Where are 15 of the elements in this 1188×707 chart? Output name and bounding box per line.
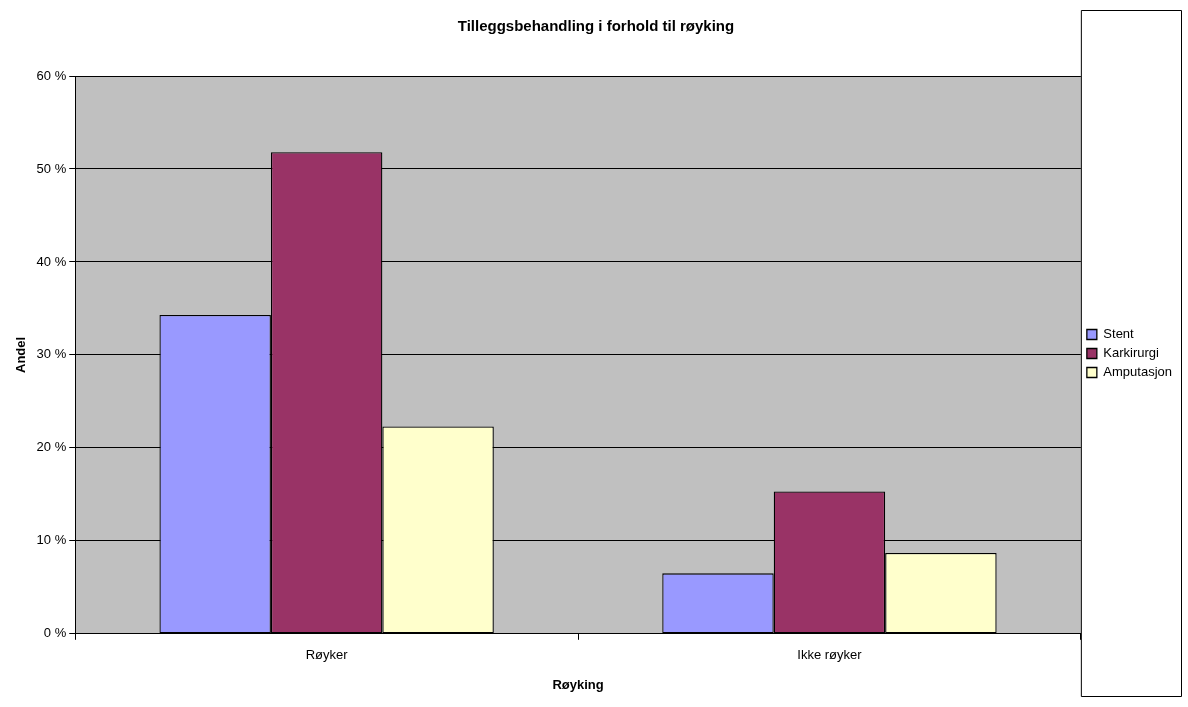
legend-label: Amputasjon bbox=[1103, 364, 1173, 380]
legend-label: Stent bbox=[1103, 326, 1135, 342]
y-tick-label: 10 % bbox=[36, 532, 67, 548]
y-tick-label: 60 % bbox=[36, 67, 67, 83]
y-tick-label: 20 % bbox=[36, 439, 67, 455]
legend-label: Karkirurgi bbox=[1103, 345, 1160, 361]
x-axis-title: Røyking bbox=[552, 676, 604, 692]
y-tick-label: 0 % bbox=[43, 625, 67, 641]
y-tick-label: 50 % bbox=[36, 160, 67, 176]
x-tick-label: Røyker bbox=[305, 647, 349, 663]
y-tick-label: 30 % bbox=[36, 346, 67, 362]
y-axis-title: Andel bbox=[13, 336, 29, 373]
y-tick-label: 40 % bbox=[36, 253, 67, 269]
chart-title: Tilleggsbehandling i forhold til røyking bbox=[457, 17, 735, 35]
x-tick-label: Ikke røyker bbox=[797, 647, 863, 663]
